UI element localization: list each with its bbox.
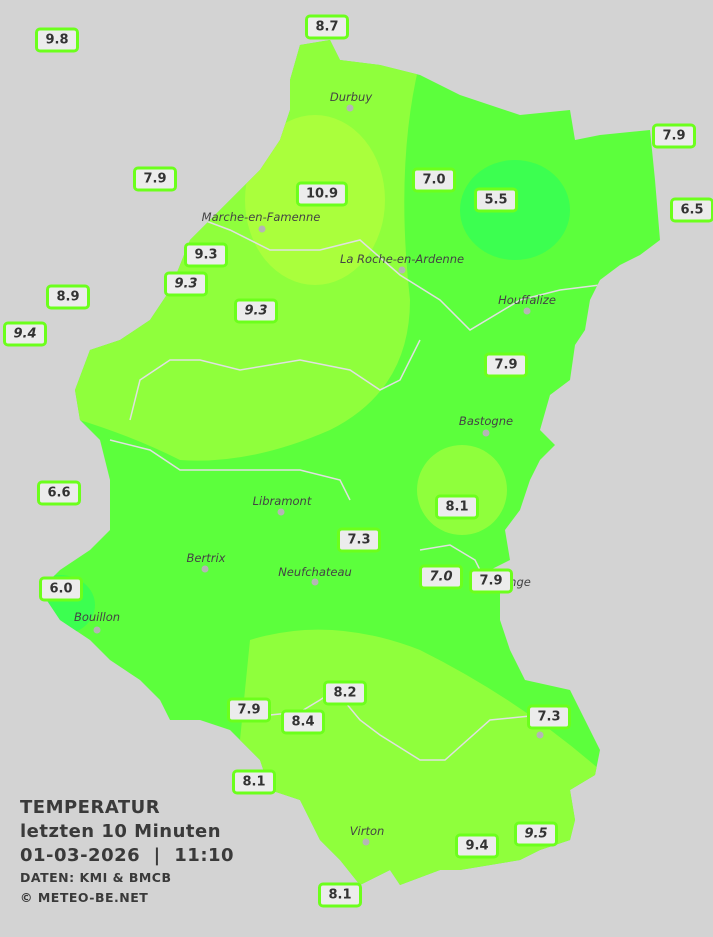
- city-dot: [398, 266, 406, 274]
- city-dot: [536, 731, 544, 739]
- station-label[interactable]: 10.9: [295, 181, 349, 207]
- city-la-roche: La Roche-en-Ardenne: [339, 252, 465, 266]
- station-label[interactable]: 6.0: [39, 576, 83, 602]
- station-label[interactable]: 7.0: [419, 564, 463, 590]
- river: [129, 339, 421, 421]
- station-label[interactable]: 7.9: [469, 568, 513, 594]
- city-marche: Marche-en-Famenne: [201, 210, 321, 224]
- station-label[interactable]: 8.2: [323, 680, 367, 706]
- station-label[interactable]: 7.9: [133, 166, 177, 192]
- station-label[interactable]: 9.5: [514, 821, 558, 847]
- station-label[interactable]: 7.3: [527, 704, 571, 730]
- station-label[interactable]: 9.8: [35, 27, 79, 53]
- station-label[interactable]: 6.6: [37, 480, 81, 506]
- station-label[interactable]: 7.0: [412, 167, 456, 193]
- city-virton: Virton: [349, 824, 385, 838]
- city-bertrix: Bertrix: [186, 551, 226, 565]
- legend-source: DATEN: KMI & BMCB: [20, 870, 172, 885]
- station-label[interactable]: 9.3: [164, 271, 208, 297]
- city-dot: [482, 429, 490, 437]
- city-martelange: nge: [509, 575, 531, 589]
- legend-subtitle: letzten 10 Minuten: [20, 821, 222, 842]
- map-legend: TEMPERATUR letzten 10 Minuten 01-03-2026…: [20, 796, 234, 908]
- station-label[interactable]: 8.1: [435, 494, 479, 520]
- city-dot: [258, 225, 266, 233]
- station-label[interactable]: 9.4: [3, 321, 47, 347]
- city-libramont: Libramont: [252, 494, 312, 508]
- station-label[interactable]: 9.4: [455, 833, 499, 859]
- station-label[interactable]: 8.9: [46, 284, 90, 310]
- station-label[interactable]: 8.1: [232, 769, 276, 795]
- city-dot: [362, 838, 370, 846]
- legend-title: TEMPERATUR: [20, 797, 161, 818]
- station-label[interactable]: 9.3: [184, 242, 228, 268]
- city-houffalize: Houffalize: [498, 293, 556, 307]
- city-dot: [311, 578, 319, 586]
- station-label[interactable]: 7.9: [652, 123, 696, 149]
- station-label[interactable]: 6.5: [670, 197, 713, 223]
- border-line: [269, 689, 541, 761]
- station-label[interactable]: 5.5: [474, 187, 518, 213]
- city-durbuy: Durbuy: [329, 90, 373, 104]
- station-label[interactable]: 9.3: [234, 298, 278, 324]
- zone-8-bastogne: [417, 445, 507, 535]
- city-bastogne: Bastogne: [458, 414, 514, 428]
- city-dot: [523, 307, 531, 315]
- city-neufchateau: Neufchateau: [278, 565, 352, 579]
- river: [189, 214, 601, 331]
- city-dot: [93, 626, 101, 634]
- legend-datetime: 01-03-2026 | 11:10: [20, 845, 235, 866]
- legend-copyright: © METEO-BE.NET: [20, 890, 149, 905]
- station-label[interactable]: 8.1: [318, 882, 362, 908]
- station-label[interactable]: 8.7: [305, 14, 349, 40]
- city-bouillon: Bouillon: [73, 610, 121, 624]
- city-dot: [277, 508, 285, 516]
- station-label[interactable]: 7.9: [227, 697, 271, 723]
- city-dot: [346, 104, 354, 112]
- city-dot: [201, 565, 209, 573]
- station-label[interactable]: 8.4: [281, 709, 325, 735]
- station-label[interactable]: 7.9: [484, 352, 528, 378]
- river: [109, 439, 351, 501]
- station-label[interactable]: 7.3: [337, 527, 381, 553]
